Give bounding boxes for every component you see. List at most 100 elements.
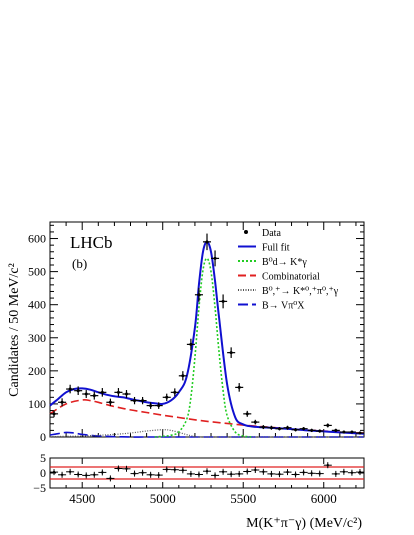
legend-label: Data [262,228,281,239]
data-point [261,425,265,429]
data-point [68,387,72,391]
legend-label: Full fit [262,243,290,254]
pull-point [318,472,321,475]
pull-point [60,473,64,476]
lhcb-label: LHCb [70,233,113,252]
pull-point [213,474,217,477]
pull-points [50,462,364,482]
pull-point [342,470,346,473]
panel-label: (b) [72,256,87,271]
pull-point [117,467,120,470]
data-point [229,351,233,355]
data-point [350,430,354,434]
pull-y-tick-label: −5 [33,481,46,495]
pull-point [165,468,168,471]
data-point [181,374,185,378]
pull-point [181,469,185,472]
pull-point [149,473,152,476]
data-point [197,293,201,297]
legend-marker-data [244,230,248,234]
pull-point [157,473,160,477]
data-point [213,256,217,260]
data-point [165,395,169,399]
pull-point [173,468,176,471]
y-tick-label: 600 [28,232,46,246]
pull-point [238,472,241,476]
pull-point [133,472,136,475]
pull-point [270,472,273,476]
curve-b-d-k [154,257,252,438]
data-point [52,412,56,416]
data-point [269,426,273,430]
y-tick-label: 300 [28,331,46,345]
pull-point [205,470,209,473]
y-axis-label: Candidates / 50 MeV/c² [7,263,22,397]
data-point [302,427,306,431]
data-point [100,390,104,394]
data-point [245,412,249,416]
data-point [149,404,153,408]
data-point [141,399,145,403]
y-tick-label: 400 [28,298,46,312]
x-axis-label: M(K⁺π⁻γ) (MeV/c²) [246,516,362,531]
data-point [294,428,298,432]
data-point [253,420,257,424]
pull-point [310,472,313,475]
pull-point [52,470,56,474]
data-point [342,430,346,434]
data-point [133,399,137,403]
data-point [221,299,225,303]
y-tick-label: 100 [28,397,46,411]
main-plot-frame [49,221,365,438]
pull-axes: −505 4500 5000 5500 6000 [33,451,364,506]
legend-label: B→ Vπ⁰X [262,301,305,312]
main-axes: 0 100 200 300 400 500 600 [28,222,364,444]
data-points [50,233,364,435]
pull-point [197,473,201,476]
data-point [116,390,120,394]
pull-point [262,470,265,473]
x-tick-label: 4500 [69,491,95,506]
legend-label: B⁰d→ K*γ [262,257,307,268]
pull-point [286,470,289,474]
y-tick-label: 200 [28,364,46,378]
data-point [84,392,88,396]
pull-point [246,470,249,473]
data-point [334,428,338,432]
pull-point [294,473,297,476]
pull-point [68,470,72,473]
legend-label: Combinatorial [262,272,320,283]
x-tick-label: 6000 [311,491,337,506]
pull-y-tick-label: 5 [40,451,46,465]
pull-point [76,473,80,476]
data-point [326,423,330,427]
curve-b-v-x [49,431,364,438]
data-point [173,390,177,394]
pull-point [302,471,305,474]
pull-point [125,467,128,470]
y-tick-label: 500 [28,265,46,279]
pull-point [141,471,144,474]
data-point [60,400,64,404]
data-point [108,400,112,404]
data-point [277,427,281,431]
data-point [358,431,362,435]
legend-label: B⁰,⁺→ K*⁰,⁺π⁰,⁺γ [262,286,339,297]
pull-point [358,470,362,474]
pull-point [189,472,193,476]
pull-point [93,473,96,476]
curve-b-k [49,429,365,438]
data-point [157,404,161,408]
pull-point [221,470,225,473]
data-point [92,394,96,398]
legend: Data Full fit B⁰d→ K*γ Combinatorial B⁰,⁺→ K… [238,228,339,312]
data-point [189,342,193,346]
pull-y-tick-label: 0 [40,466,46,480]
pull-point [350,471,354,474]
x-tick-label: 5000 [150,491,176,506]
pull-point [85,474,88,477]
data-point [318,429,322,433]
pull-point [109,477,112,480]
data-point [286,426,290,430]
